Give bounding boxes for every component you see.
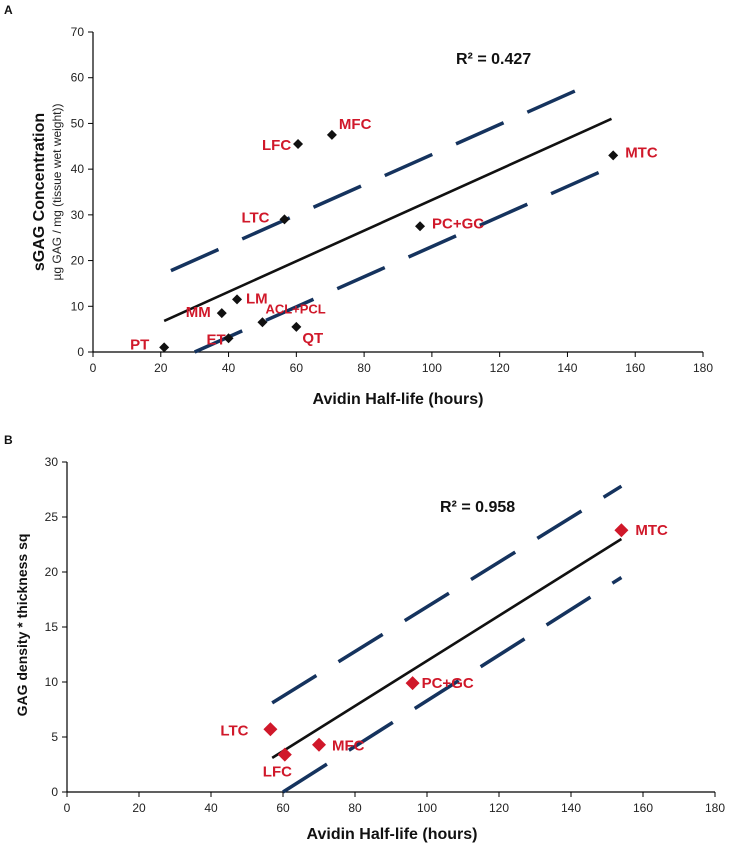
panel-b-point-label: MTC — [635, 522, 668, 539]
panel-b-regression-line — [271, 537, 623, 760]
panel-a-x-tick-label: 120 — [490, 361, 510, 375]
panel-a-plot-area: 0 20 40 60 80 100 120 140 160 180 0 10 20 30 40 50 60 70 P… — [71, 25, 714, 375]
panel-a-x-tick-label: 60 — [290, 361, 304, 375]
panel-a-lower-ci-line — [193, 165, 613, 354]
panel-b-data-point — [405, 676, 420, 691]
panel-a-regression-line — [163, 117, 613, 323]
panel-b-x-axis-title: Avidin Half-life (hours) — [307, 826, 478, 843]
panel-a-y-tick-label: 20 — [71, 254, 85, 268]
panel-b-x-tick-label: 60 — [276, 801, 290, 815]
panel-b-point-label: MFC — [332, 738, 365, 755]
panel-a-data-point — [232, 294, 243, 305]
panel-a-y-tick-label: 30 — [71, 208, 85, 222]
panel-b: B R² = 0.958 Avidin Half-life (hours) GA… — [4, 433, 725, 843]
panel-a-y-tick-label: 60 — [71, 71, 85, 85]
panel-a-point-label: MTC — [625, 144, 658, 161]
panel-a-r-squared: R² = 0.427 — [456, 51, 531, 68]
panel-b-y-tick-label: 0 — [51, 785, 58, 799]
panel-a-data-point — [326, 129, 337, 140]
panel-a-point-label: QT — [302, 330, 323, 347]
panel-a-y-tick-label: 0 — [77, 345, 84, 359]
panel-a-data-point — [159, 342, 170, 353]
panel-b-y-tick-label: 30 — [45, 455, 59, 469]
panel-a-x-tick-label: 100 — [422, 361, 442, 375]
panel-b-x-tick-label: 40 — [204, 801, 218, 815]
panel-a-point-label: MM — [186, 304, 211, 321]
panel-a-label: A — [4, 3, 13, 17]
panel-b-data-point — [312, 737, 326, 752]
panel-b-plot-area: 0 20 40 60 80 100 120 140 160 180 0 5 10 15 20 25 30 LTC L… — [45, 455, 726, 815]
panel-b-upper-ci-line — [271, 484, 623, 705]
panel-b-x-tick-label: 20 — [132, 801, 146, 815]
panel-a-x-tick-label: 140 — [557, 361, 577, 375]
panel-a-x-axis-title: Avidin Half-life (hours) — [313, 391, 484, 408]
panel-b-point-label: LTC — [220, 722, 248, 739]
panel-b-data-point — [263, 722, 278, 737]
panel-b-y-tick-label: 20 — [45, 565, 59, 579]
panel-a-y-tick-label: 50 — [71, 116, 85, 130]
panel-a-x-tick-label: 160 — [625, 361, 645, 375]
panel-a-upper-ci-line — [170, 80, 596, 273]
panel-a-data-point — [279, 214, 290, 225]
panel-a: A R² = 0.427 Avidin Half-life (hours) sG… — [4, 3, 713, 408]
panel-a-y-tick-label: 70 — [71, 25, 85, 39]
panel-a-data-point — [293, 139, 304, 149]
panel-b-y-tick-label: 15 — [45, 620, 59, 634]
panel-b-point-label: LFC — [263, 764, 292, 781]
panel-a-x-tick-label: 40 — [222, 361, 236, 375]
panel-b-y-tick-label: 5 — [51, 730, 58, 744]
panel-a-point-label: LTC — [241, 209, 269, 226]
panel-a-x-tick-label: 80 — [357, 361, 371, 375]
panel-a-y-tick-label: 40 — [71, 162, 85, 176]
panel-a-y-tick-label: 10 — [71, 299, 85, 313]
panel-a-data-point — [216, 308, 227, 319]
panel-b-data-point — [277, 747, 292, 762]
panel-a-x-tick-label: 0 — [90, 361, 97, 375]
panel-a-x-tick-label: 20 — [154, 361, 168, 375]
panel-a-point-label: ACL+PCL — [265, 301, 325, 316]
panel-b-data-point — [614, 523, 629, 538]
panel-a-point-label: LFC — [262, 137, 291, 154]
panel-a-y-axis-title: sGAG Concentration — [31, 113, 48, 271]
panel-b-x-tick-label: 0 — [64, 801, 71, 815]
panel-a-data-point — [223, 333, 234, 344]
panel-b-lower-ci-line — [282, 576, 623, 794]
panel-b-r-squared: R² = 0.958 — [440, 499, 515, 516]
panel-b-point-label: PC+GC — [422, 675, 474, 692]
panel-a-x-tick-label: 180 — [693, 361, 713, 375]
panel-a-data-point — [415, 221, 426, 232]
panel-a-point-label: PT — [130, 336, 149, 353]
panel-b-x-tick-label: 140 — [561, 801, 581, 815]
panel-a-point-label: MFC — [339, 116, 372, 133]
panel-b-x-tick-label: 120 — [489, 801, 509, 815]
panel-a-data-point — [608, 150, 619, 161]
panel-a-data-point — [257, 317, 268, 328]
panel-a-y-axis-subtitle: µg GAG / mg (tissue wet weight)) — [50, 104, 64, 281]
panel-b-y-axis-title: GAG density * thickness sq — [14, 534, 30, 717]
panel-a-data-point — [291, 321, 302, 332]
panel-b-x-tick-label: 100 — [417, 801, 437, 815]
panel-a-point-label: LM — [246, 290, 268, 307]
panel-b-x-tick-label: 80 — [348, 801, 362, 815]
panel-b-x-tick-label: 160 — [633, 801, 653, 815]
panel-b-label: B — [4, 433, 13, 447]
panel-b-y-tick-label: 10 — [45, 675, 59, 689]
panel-a-point-label: ET — [207, 331, 226, 348]
panel-b-y-tick-label: 25 — [45, 510, 59, 524]
panel-b-x-tick-label: 180 — [705, 801, 725, 815]
panel-a-point-label: PC+GC — [432, 215, 484, 232]
